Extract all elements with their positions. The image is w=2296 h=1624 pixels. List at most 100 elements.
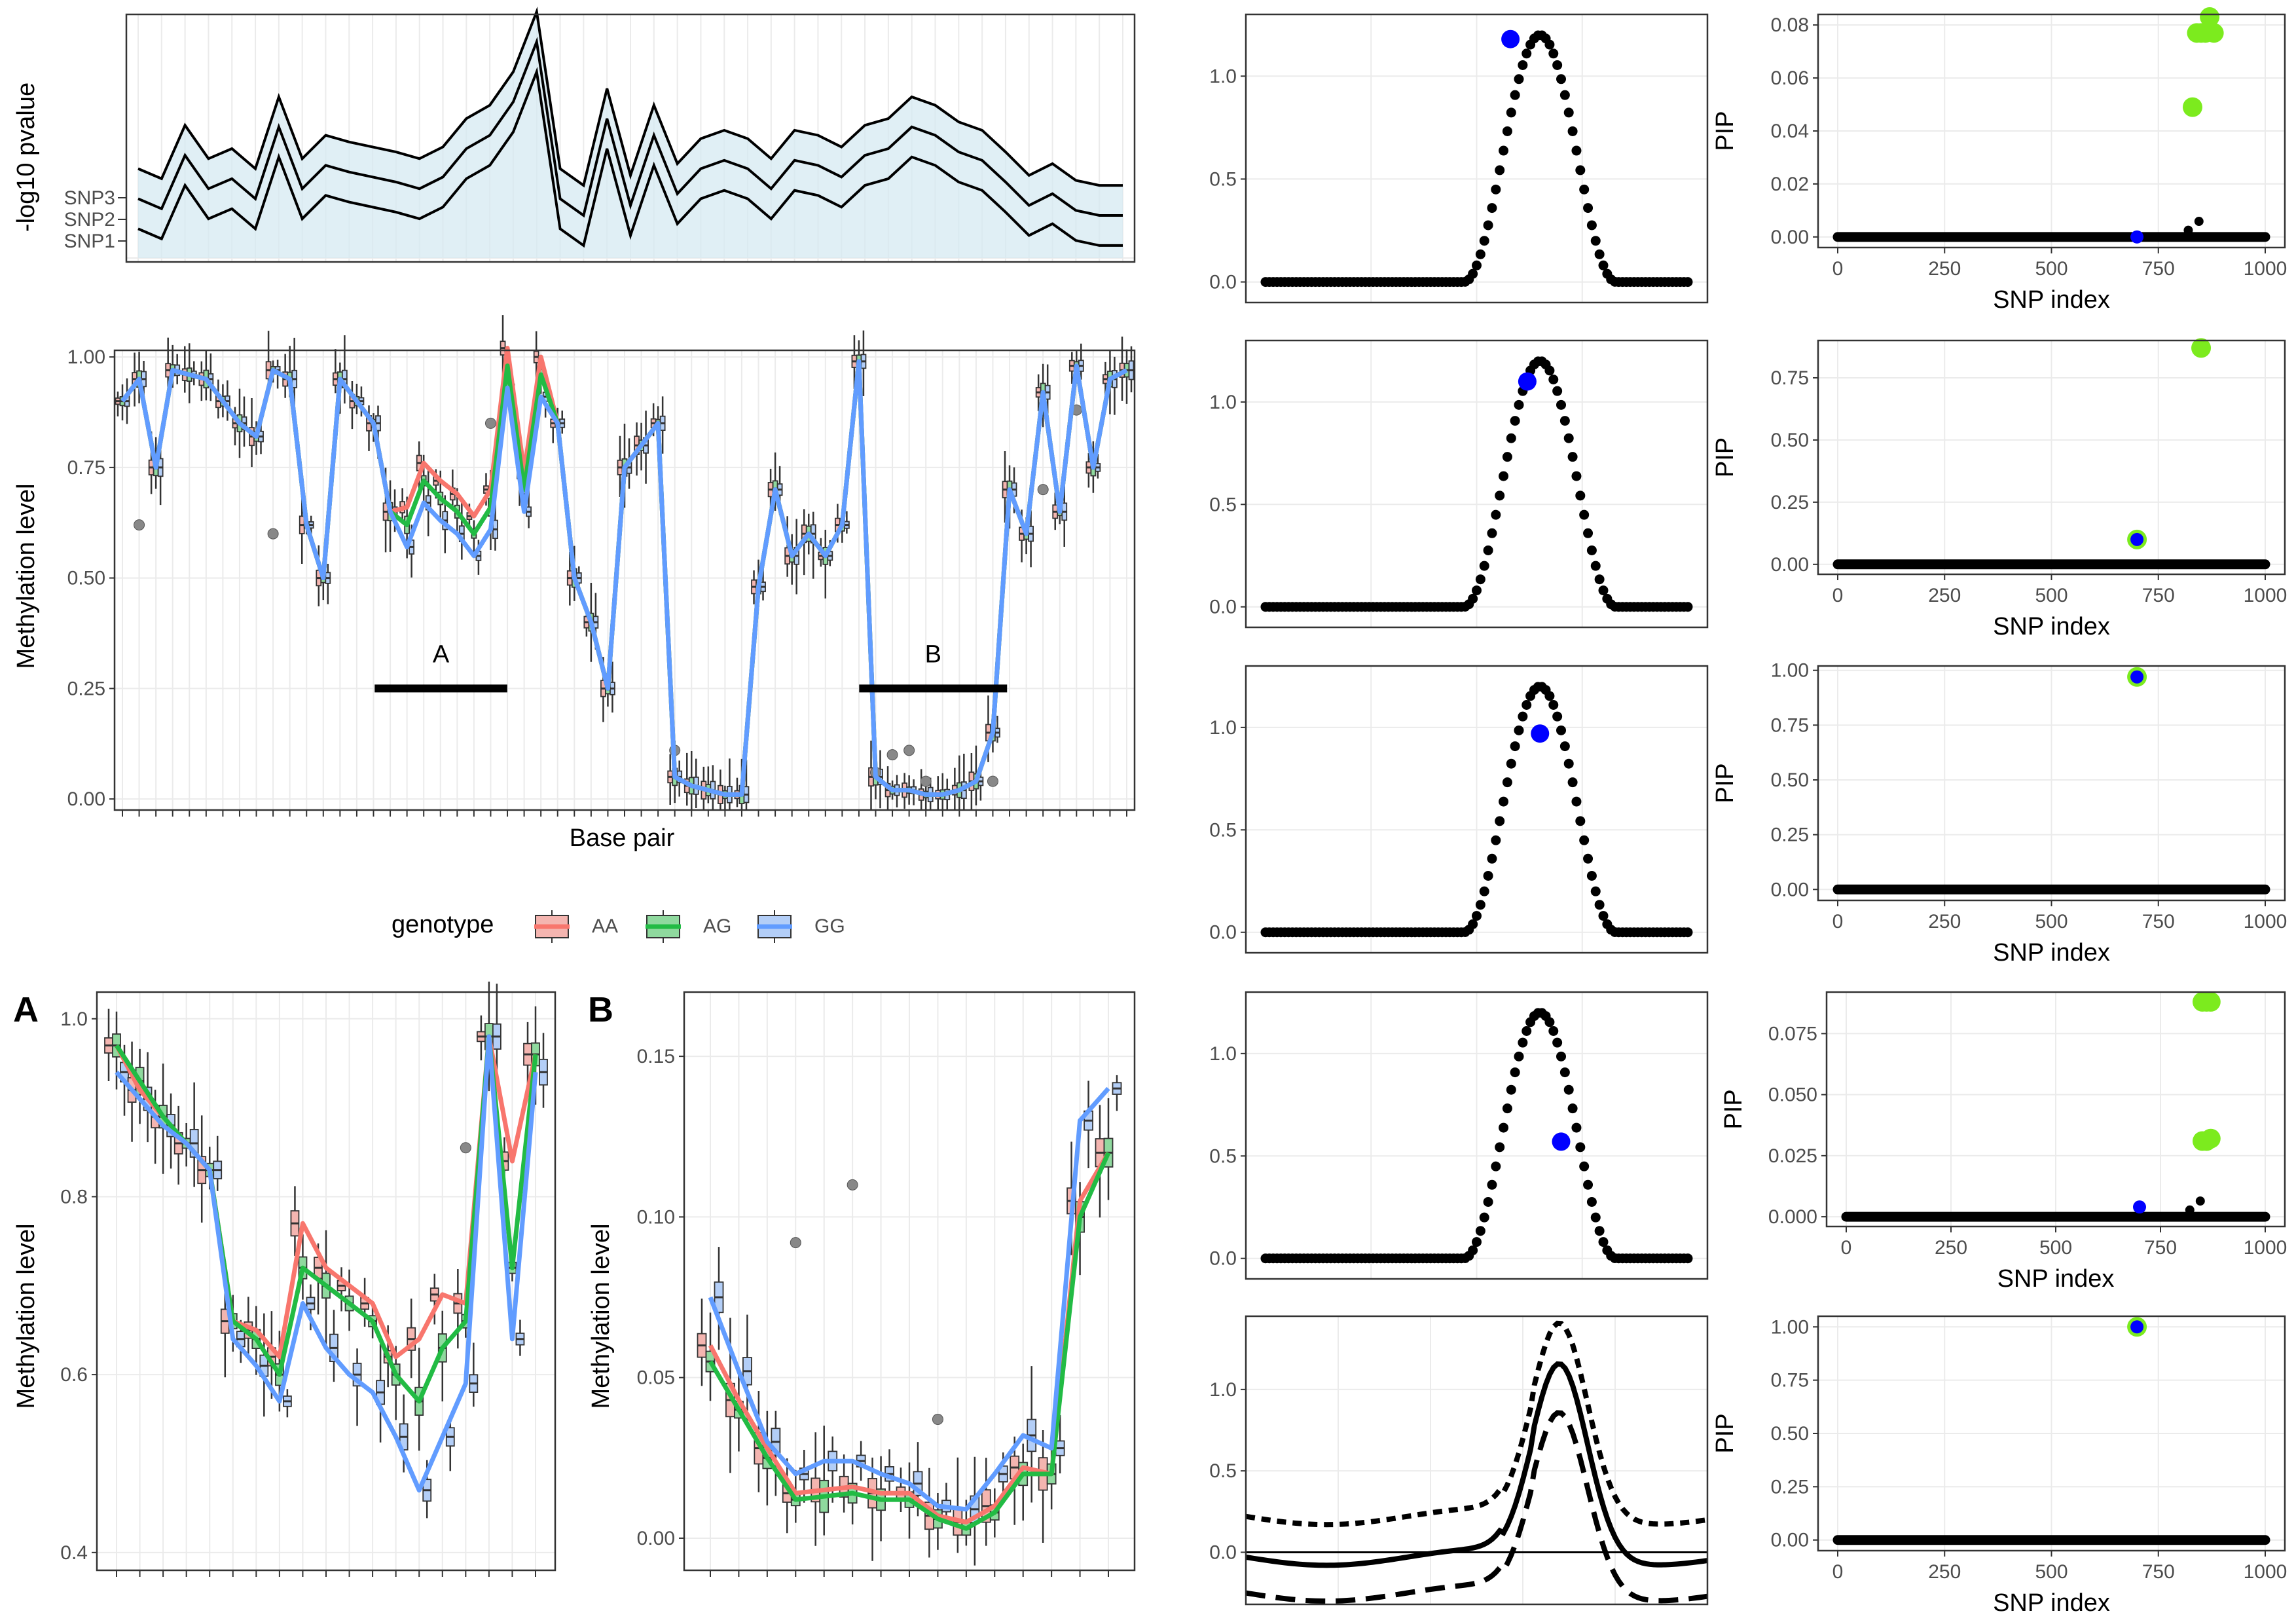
main-panel-ytick: 0.50 bbox=[67, 568, 105, 589]
effect-point bbox=[1579, 835, 1590, 845]
effect-ytick: 1.0 bbox=[1209, 392, 1237, 413]
effect-point bbox=[1594, 574, 1605, 585]
effect-point bbox=[1502, 777, 1512, 788]
effect-point bbox=[1506, 433, 1516, 443]
effect-point bbox=[1598, 260, 1609, 270]
pip-xtick: 1000 bbox=[2244, 258, 2287, 280]
pip-xtick: 0 bbox=[1832, 585, 1844, 606]
effect-point bbox=[1563, 433, 1574, 443]
outlier-point bbox=[932, 1413, 943, 1425]
effect-point bbox=[1590, 561, 1601, 571]
effect-point bbox=[1575, 165, 1586, 175]
effect-point bbox=[1598, 1237, 1609, 1247]
pip-ytick: 0.25 bbox=[1771, 824, 1809, 846]
main-ylabel: Methylation level bbox=[12, 483, 40, 669]
legend-item-GG: GG bbox=[814, 915, 845, 937]
effect-point bbox=[1491, 184, 1501, 194]
panel-a-ytick: 0.8 bbox=[60, 1186, 88, 1208]
genotype-line-GG bbox=[120, 359, 1128, 797]
pip-ylabel: PIP bbox=[1711, 1413, 1739, 1453]
effect-point bbox=[1483, 220, 1493, 231]
main-panel-ytick: 0.00 bbox=[67, 788, 105, 810]
pip-ylabel: PIP bbox=[1720, 1089, 1747, 1129]
panel-b-ytick: 0.05 bbox=[637, 1367, 675, 1389]
effect-point bbox=[1483, 870, 1493, 881]
pip-ytick: 0.06 bbox=[1771, 67, 1809, 89]
effect-point bbox=[1506, 107, 1516, 118]
pip-ytick: 0.000 bbox=[1768, 1206, 1817, 1228]
pip-xtick: 500 bbox=[2035, 258, 2068, 280]
effect-point bbox=[1495, 816, 1505, 826]
panel-b-ylabel: Methylation level bbox=[587, 1223, 615, 1409]
outlier-point bbox=[267, 528, 279, 540]
pip-ytick: 0.08 bbox=[1771, 14, 1809, 36]
pip-xtick: 1000 bbox=[2244, 1561, 2287, 1583]
effect-point bbox=[1510, 416, 1520, 426]
pip-causal-point bbox=[2182, 97, 2202, 117]
legend-title: genotype bbox=[392, 911, 494, 938]
effect-point bbox=[1571, 471, 1582, 481]
effect-point bbox=[1491, 835, 1501, 845]
effect-point bbox=[1479, 236, 1489, 246]
effect-panel-5-border bbox=[1245, 1315, 1709, 1606]
effect-point bbox=[1491, 509, 1501, 520]
effect-point bbox=[1514, 74, 1524, 84]
effect-highlight-point bbox=[1552, 1132, 1571, 1151]
effect-point bbox=[1502, 126, 1512, 136]
pip-ytick: 1.00 bbox=[1771, 660, 1809, 682]
pip-xlabel: SNP index bbox=[1997, 1265, 2115, 1293]
outlier-point bbox=[460, 1142, 471, 1154]
pip-highlight-point bbox=[2133, 1200, 2146, 1214]
effect-point bbox=[1552, 711, 1563, 722]
main-panel-ytick: 0.75 bbox=[67, 457, 105, 479]
effect-point bbox=[1518, 60, 1528, 70]
effect-point bbox=[1487, 203, 1497, 213]
effect-ytick: 0.5 bbox=[1209, 494, 1237, 515]
effect-point bbox=[1495, 490, 1505, 501]
effect-point bbox=[1518, 1037, 1528, 1048]
pip-causal-point bbox=[2200, 1128, 2221, 1149]
effect-point bbox=[1552, 60, 1563, 70]
pip-xlabel: SNP index bbox=[1993, 939, 2110, 967]
effect-point bbox=[1548, 1025, 1559, 1036]
effect-point bbox=[1548, 699, 1559, 710]
pip-ytick: 0.50 bbox=[1771, 769, 1809, 791]
pip-highlight-point bbox=[2130, 1320, 2144, 1334]
effect-point bbox=[1556, 1051, 1566, 1061]
pip-xtick: 500 bbox=[2035, 911, 2068, 932]
effect-point bbox=[1586, 220, 1597, 231]
effect-point bbox=[1590, 886, 1601, 896]
outlier-point bbox=[790, 1237, 801, 1249]
effect-point bbox=[1559, 90, 1570, 100]
effect-point bbox=[1475, 249, 1485, 259]
outlier-point bbox=[484, 417, 496, 429]
pip-causal-point bbox=[2200, 991, 2221, 1012]
pip-xtick: 1000 bbox=[2244, 1237, 2287, 1259]
outlier-point bbox=[134, 519, 145, 531]
effect-point bbox=[1556, 725, 1566, 735]
effect-point bbox=[1583, 853, 1594, 864]
legend-item-AA: AA bbox=[592, 915, 618, 937]
pip-ytick: 0.00 bbox=[1771, 879, 1809, 900]
effect-point bbox=[1548, 48, 1559, 59]
panel-a-ytick: 0.4 bbox=[60, 1542, 88, 1564]
outlier-point bbox=[886, 749, 898, 761]
genotype-line-GG bbox=[708, 1086, 1110, 1512]
effect-point bbox=[1575, 490, 1586, 501]
effect-point bbox=[1571, 796, 1582, 807]
pip-ytick: 0.02 bbox=[1771, 174, 1809, 195]
region-label-A: A bbox=[433, 640, 450, 668]
genotype-line-AG bbox=[708, 1151, 1111, 1531]
genotype-line-GG bbox=[115, 1034, 538, 1493]
effect-point bbox=[1495, 1142, 1505, 1153]
pip-ylabel: PIP bbox=[1711, 111, 1739, 151]
pip-point bbox=[2185, 1205, 2195, 1215]
pip-xtick: 0 bbox=[1841, 1237, 1852, 1259]
effect-point bbox=[1479, 886, 1489, 896]
pip-ytick: 0.75 bbox=[1771, 367, 1809, 389]
effect-point bbox=[1475, 1226, 1485, 1236]
pip-xtick: 250 bbox=[1928, 585, 1961, 606]
pip-xlabel: SNP index bbox=[1993, 286, 2110, 314]
effect-point bbox=[1683, 1253, 1693, 1264]
